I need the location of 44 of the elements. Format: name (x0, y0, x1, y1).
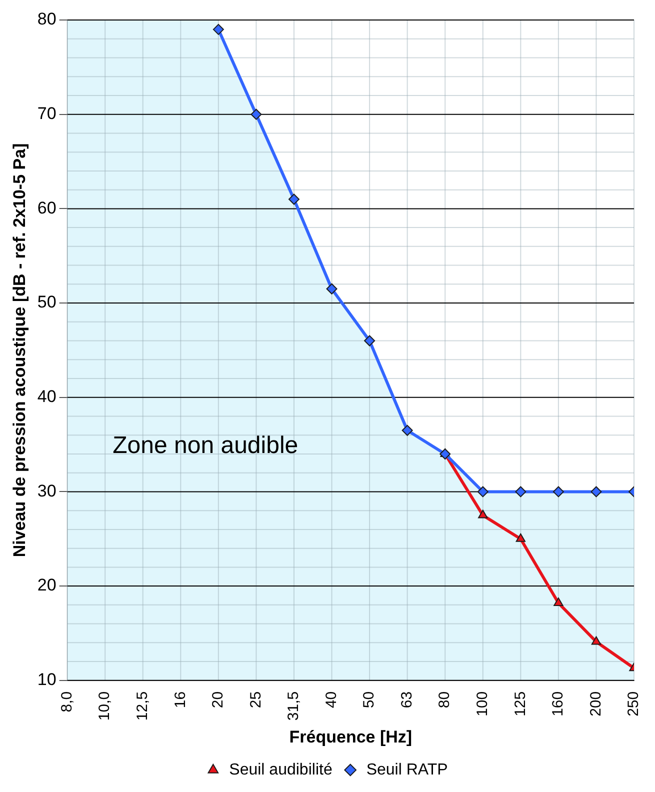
y-tick-label: 10 (37, 670, 56, 690)
x-tick-label: 250 (625, 691, 642, 716)
y-axis-title: Niveau de pression acoustique [dB - ref. 2x10-5 Pa] (10, 143, 29, 558)
y-tick-label: 30 (37, 481, 56, 500)
x-tick-label: 25 (247, 691, 264, 708)
y-tick-label: 40 (37, 387, 56, 406)
annotation: Zone non audible (112, 432, 298, 460)
y-tick-label: 50 (37, 292, 56, 312)
point (212, 24, 224, 35)
point (515, 486, 526, 498)
x-tick-label: 12,5 (134, 691, 152, 721)
point (402, 424, 413, 436)
x-tick-label: 80 (436, 691, 454, 708)
x-tick-label: 8,0 (58, 691, 76, 712)
point (288, 194, 300, 205)
x-tick-label: 50 (360, 691, 378, 708)
y-tick-label: 20 (37, 576, 56, 595)
legend-label: Seuil audibilité (229, 761, 332, 778)
x-tick-label: 31,5 (285, 691, 302, 721)
x-tick-label: 20 (210, 691, 227, 708)
x-tick-label: 40 (322, 691, 340, 708)
y-tick-label: 70 (37, 104, 56, 124)
x-tick-label: 63 (398, 691, 416, 708)
x-tick-label: 200 (587, 691, 604, 716)
point (590, 486, 602, 498)
x-tick-label: 16 (172, 691, 189, 708)
point (516, 533, 526, 542)
point (552, 486, 564, 498)
point (250, 108, 262, 120)
point (440, 448, 451, 460)
legend-label: Seuil RATP (366, 761, 448, 778)
x-tick-label: 100 (474, 691, 492, 716)
point (478, 510, 488, 518)
x-axis-title: Fréquence [Hz] (289, 727, 412, 746)
point (364, 335, 376, 346)
x-tick-label: 125 (512, 691, 529, 716)
point (477, 486, 488, 498)
x-tick-label: 160 (550, 691, 567, 716)
x-tick-label: 10,0 (96, 691, 114, 721)
y-tick-label: 80 (37, 10, 56, 29)
point (326, 283, 338, 294)
point (591, 636, 602, 645)
y-tick-label: 60 (37, 198, 56, 218)
point (554, 598, 564, 606)
